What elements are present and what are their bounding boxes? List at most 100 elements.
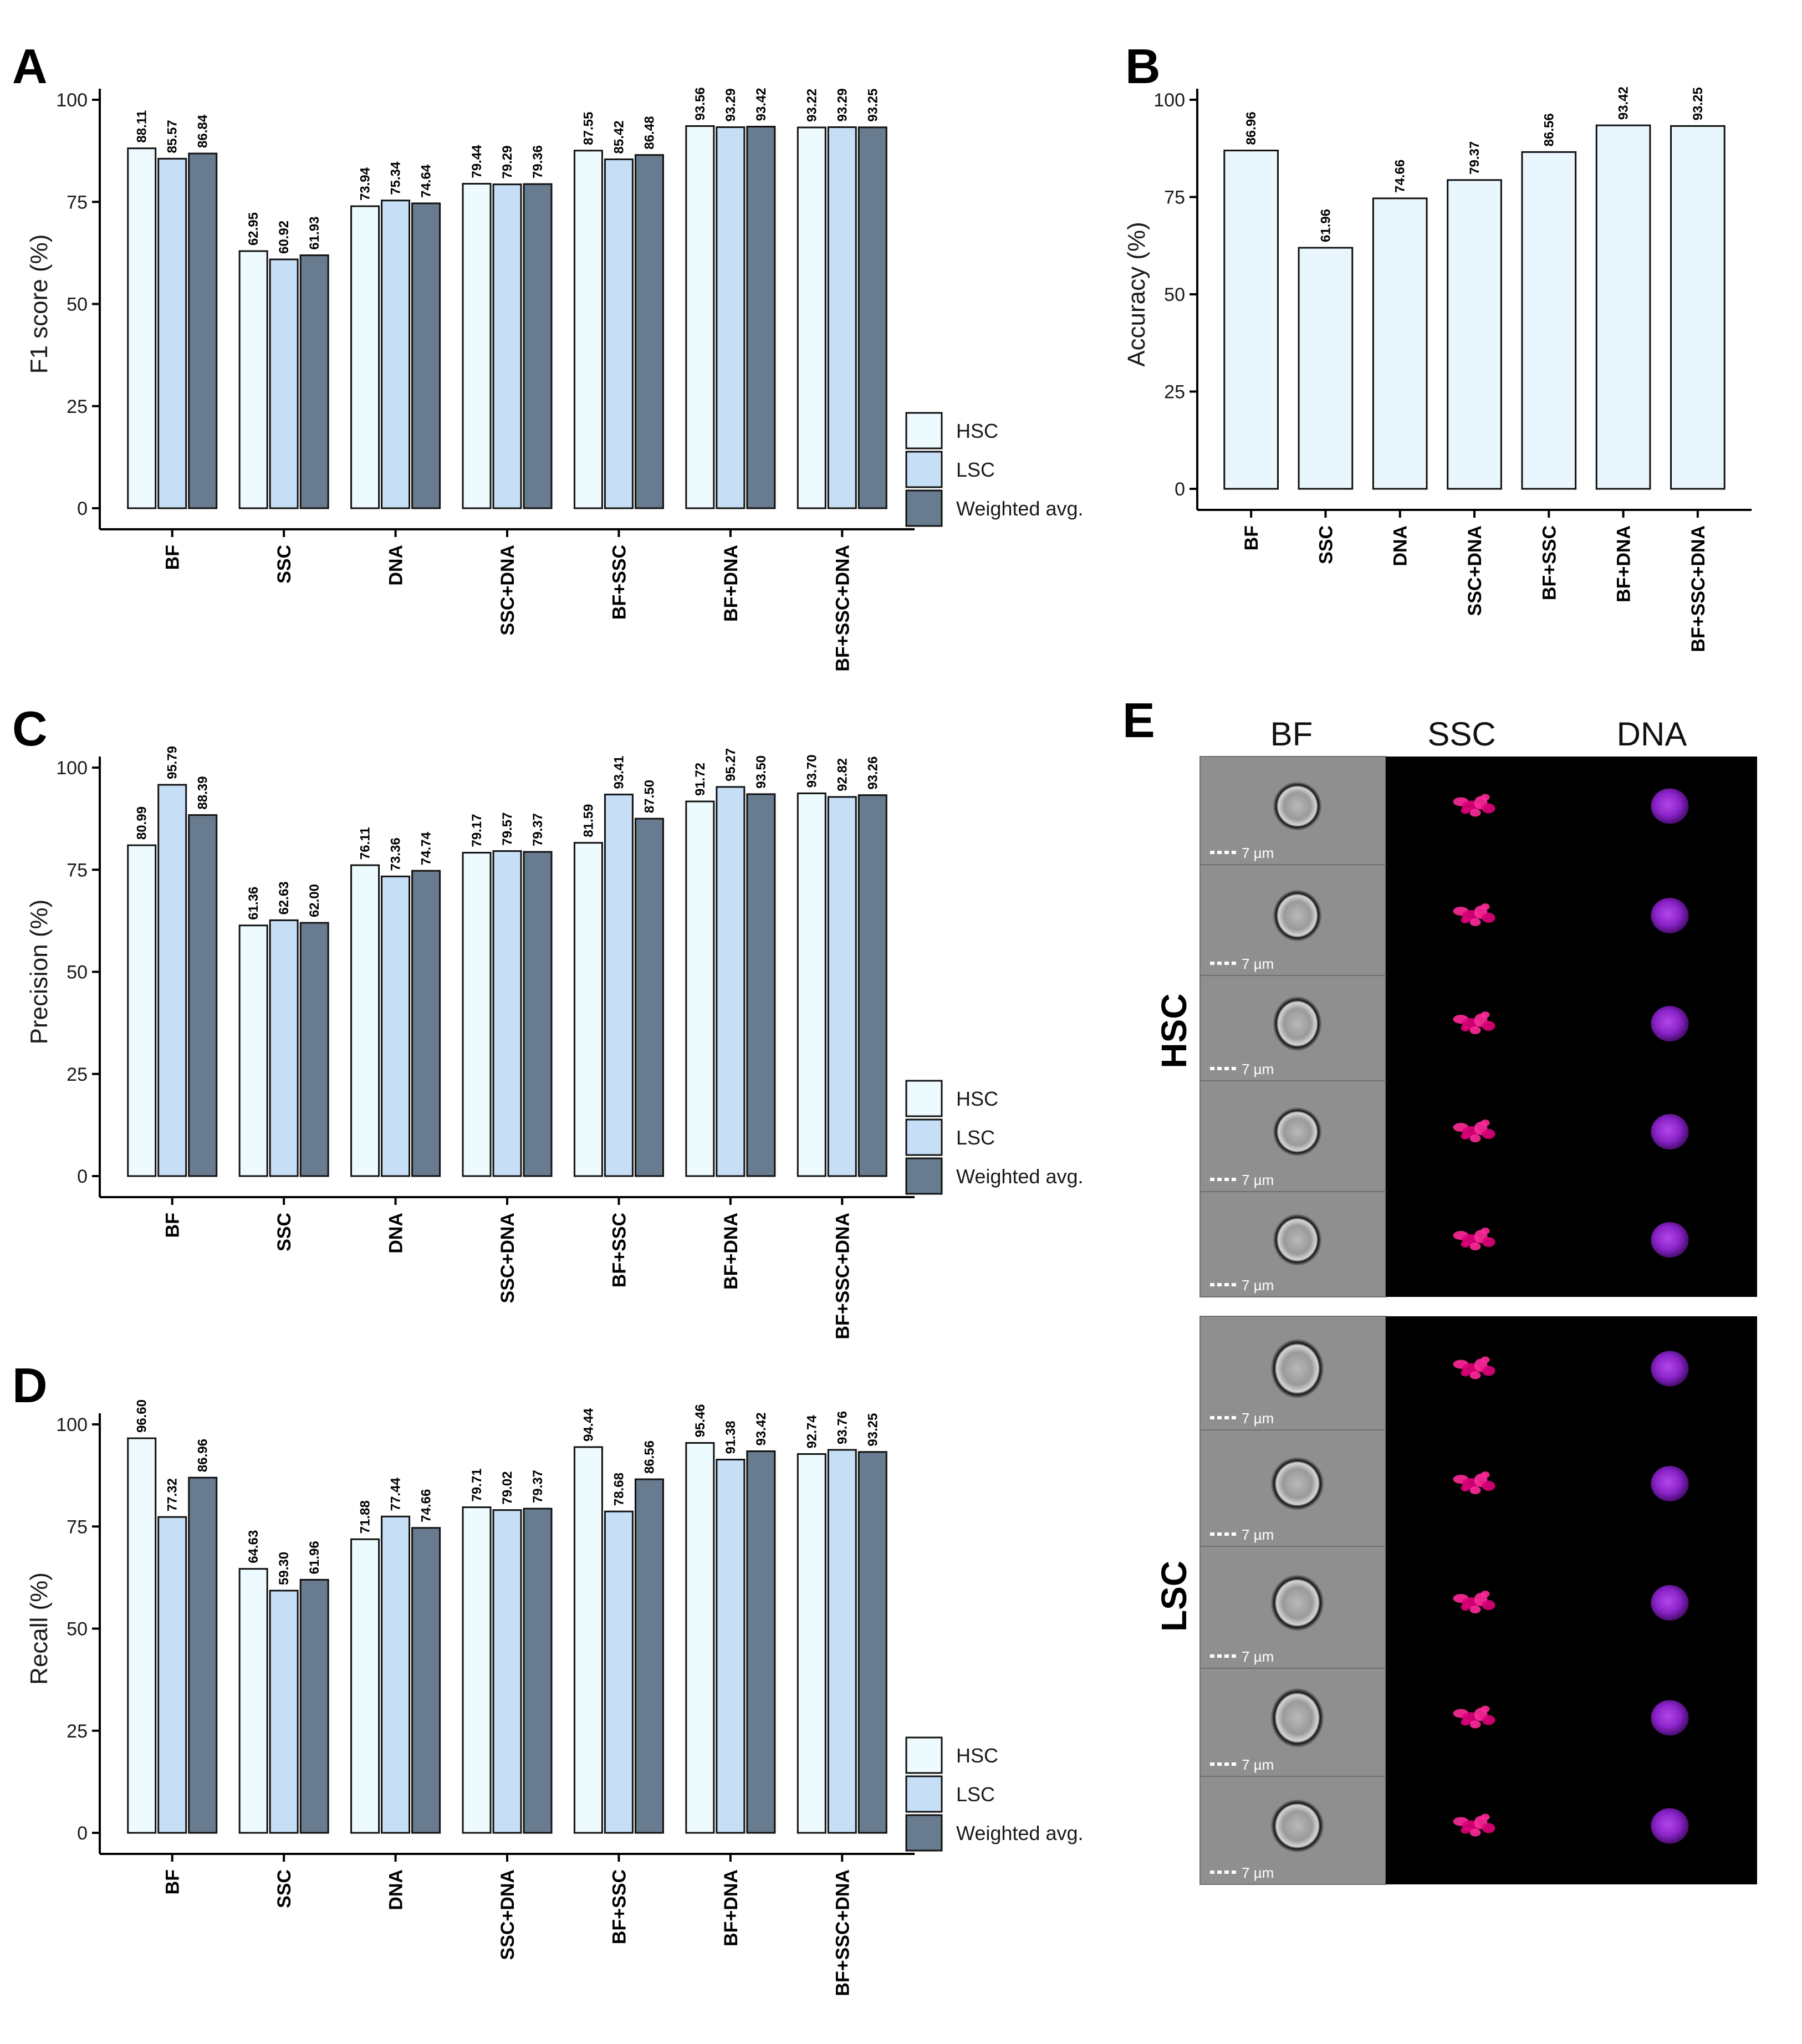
lsc-cell-3-bf-cell: [1270, 1575, 1324, 1631]
panel-c-value-label-bf-dna-weighted-avg: 93.50: [754, 755, 769, 789]
panel-c-value-label-bf-ssc-hsc: 81.59: [581, 804, 596, 837]
panel-d-bar-ssc-dna-weighted-avg: [523, 1508, 553, 1834]
panel-a-value-label-dna-lsc: 75.34: [389, 161, 404, 195]
panel-b-bar-bf-accuracy: [1223, 150, 1279, 490]
hsc-cell-3-dna-nucleus: [1651, 1006, 1689, 1041]
panel-a-value-label-dna-hsc: 73.94: [358, 167, 373, 201]
lsc-cell-5-ssc-signal: [1469, 1828, 1481, 1837]
panel-c-value-label-bf-weighted-avg: 88.39: [196, 776, 211, 810]
panel-d-value-label-bf-ssc-dna-weighted-avg: 93.25: [865, 1413, 880, 1447]
panel-b-accuracy-chart: B 0 25 50 75 100 Accuracy (%) 86.96 BF 61.96 SSC 74…: [1123, 39, 1752, 652]
hsc-cell-3-ssc-signal: [1481, 1011, 1490, 1018]
panel-d-bar-bf-ssc-weighted-avg: [634, 1478, 664, 1834]
lsc-cell-2-ssc-signal: [1482, 1481, 1495, 1491]
lsc-cell-4-ssc-signal: [1461, 1719, 1470, 1726]
hsc-cell-1-scale-label: 7 µm: [1242, 845, 1274, 861]
panel-d-recall-chart: D 0 25 50 75 100 Recall (%) 96.60 77.32 86.96 BF 64…: [12, 1358, 1083, 1996]
panel-d-y-tick-label: 50: [67, 1619, 88, 1640]
column-header-dna: DNA: [1617, 716, 1687, 753]
hsc-cell-1-ssc-signal: [1461, 807, 1470, 814]
panel-d-bar-bf-weighted-avg: [188, 1476, 218, 1834]
panel-b-value-label-bf-accuracy: 86.96: [1244, 111, 1259, 145]
lsc-cell-3-dna-nucleus: [1651, 1585, 1689, 1621]
lsc-cell-5-ssc-signal: [1482, 1823, 1495, 1833]
panel-c-bar-ssc-hsc: [238, 924, 268, 1177]
panel-d-value-label-dna-hsc: 71.88: [358, 1500, 373, 1534]
panel-c-value-label-ssc-lsc: 62.63: [277, 881, 292, 914]
panel-a-bar-dna-weighted-avg: [411, 202, 441, 509]
panel-b-bar-ssc-accuracy: [1298, 247, 1354, 490]
panel-a-bar-ssc-dna-hsc: [462, 183, 492, 509]
panel-c-legend-key-hsc: [905, 1080, 943, 1117]
panel-a-legend-key-hsc: [905, 412, 943, 449]
panel-c-category-label-bf-dna: BF+DNA: [721, 1213, 742, 1290]
panel-b-category-label-ssc: SSC: [1315, 525, 1336, 564]
panel-b-letter: B: [1125, 39, 1161, 94]
panel-letter-e: E: [1122, 693, 1155, 748]
panel-a-bar-ssc-lsc: [269, 258, 299, 509]
panel-a-category-label-bf-dna: BF+DNA: [721, 545, 742, 622]
panel-b-value-label-bf-ssc-dna-accuracy: 93.25: [1691, 87, 1706, 120]
panel-c-value-label-bf-ssc-dna-hsc: 93.70: [804, 754, 819, 788]
panel-d-value-label-ssc-dna-lsc: 79.02: [500, 1471, 515, 1505]
panel-d-y-tick-label: 75: [67, 1516, 88, 1537]
hsc-cell-5-ssc-signal: [1482, 1237, 1495, 1247]
lsc-cell-1-ssc-signal: [1461, 1370, 1470, 1377]
panel-c-y-tick-label: 100: [56, 758, 88, 779]
panel-a-bar-ssc-dna-weighted-avg: [523, 183, 553, 509]
panel-a-value-label-ssc-weighted-avg: 61.93: [307, 217, 322, 250]
panel-d-legend-label-lsc: LSC: [956, 1783, 995, 1806]
panel-c-legend-label-weighted-avg: Weighted avg.: [956, 1165, 1083, 1188]
panel-a-category-label-ssc: SSC: [274, 545, 295, 584]
panel-a-legend-key-lsc: [905, 451, 943, 488]
panel-a-legend-key-weighted-avg: [905, 489, 943, 527]
panel-a-bar-bf-ssc-dna-lsc: [827, 126, 857, 509]
lsc-cell-1-bf-cell: [1270, 1338, 1324, 1399]
panel-a-legend-label-weighted-avg: Weighted avg.: [956, 497, 1083, 520]
panel-d-bar-bf-ssc-hsc: [573, 1446, 603, 1834]
panel-d-category-label-bf-ssc-dna: BF+SSC+DNA: [832, 1869, 853, 1996]
panel-c-value-label-bf-dna-lsc: 95.27: [723, 748, 738, 781]
panel-c-bar-ssc-dna-weighted-avg: [523, 851, 553, 1177]
panel-d-value-label-bf-dna-hsc: 95.46: [693, 1404, 708, 1437]
panel-a-value-label-bf-ssc-hsc: 87.55: [581, 112, 596, 145]
panel-d-letter: D: [12, 1358, 48, 1413]
panel-a-category-label-bf: BF: [162, 545, 183, 570]
hsc-cell-1-bf-cell: [1273, 781, 1322, 831]
panel-a-y-tick-label: 100: [56, 90, 88, 111]
panel-c-category-label-bf-ssc-dna: BF+SSC+DNA: [832, 1213, 853, 1340]
lsc-cell-5-scale-label: 7 µm: [1242, 1864, 1274, 1881]
hsc-cell-5-dna-nucleus: [1651, 1222, 1689, 1258]
panel-c-y-axis-title: Precision (%): [25, 900, 53, 1045]
hsc-cell-2-dna-nucleus: [1651, 898, 1689, 933]
panel-d-bar-bf-dna-hsc: [685, 1442, 715, 1834]
panel-d-value-label-ssc-dna-weighted-avg: 79.37: [530, 1470, 545, 1503]
panel-d-value-label-ssc-hsc: 64.63: [246, 1530, 261, 1563]
panel-c-value-label-bf-lsc: 95.79: [165, 746, 180, 779]
panel-a-bar-bf-ssc-dna-hsc: [797, 126, 826, 509]
panel-d-bar-dna-lsc: [381, 1515, 411, 1834]
panel-a-bar-ssc-weighted-avg: [299, 254, 329, 509]
hsc-cell-1-ssc-signal: [1481, 794, 1490, 801]
panel-c-legend-key-weighted-avg: [905, 1157, 943, 1195]
lsc-cell-5-bf-cell: [1270, 1799, 1324, 1853]
panel-c-value-label-ssc-dna-lsc: 79.57: [500, 813, 515, 846]
panel-a-bar-bf-weighted-avg: [188, 152, 218, 509]
panel-d-bar-bf-hsc: [127, 1437, 157, 1834]
panel-c-bar-bf-ssc-weighted-avg: [634, 817, 664, 1177]
hsc-cell-5-scale-label: 7 µm: [1242, 1277, 1274, 1294]
panel-c-value-label-bf-ssc-lsc: 93.41: [611, 756, 626, 789]
panel-d-y-tick-label: 25: [67, 1721, 88, 1742]
panel-a-bar-bf-dna-weighted-avg: [746, 125, 776, 509]
hsc-cell-4-ssc-signal: [1481, 1120, 1490, 1126]
panel-d-value-label-ssc-dna-hsc: 79.71: [469, 1468, 484, 1501]
panel-c-bar-bf-weighted-avg: [188, 814, 218, 1177]
panel-b-y-axis-title: Accuracy (%): [1123, 222, 1150, 367]
panel-a-bar-bf-dna-lsc: [716, 126, 746, 509]
panel-d-legend-key-weighted-avg: [905, 1814, 943, 1852]
panel-a-value-label-dna-weighted-avg: 74.64: [419, 164, 434, 198]
hsc-cell-4-ssc-signal: [1461, 1133, 1470, 1139]
panel-c-category-label-dna: DNA: [386, 1213, 407, 1254]
panel-c-bar-bf-lsc: [157, 784, 187, 1177]
hsc-cell-2-ssc-signal: [1482, 913, 1495, 923]
